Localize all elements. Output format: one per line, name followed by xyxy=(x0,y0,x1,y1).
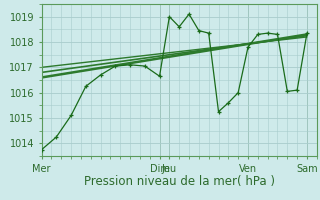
X-axis label: Pression niveau de la mer( hPa ): Pression niveau de la mer( hPa ) xyxy=(84,175,275,188)
